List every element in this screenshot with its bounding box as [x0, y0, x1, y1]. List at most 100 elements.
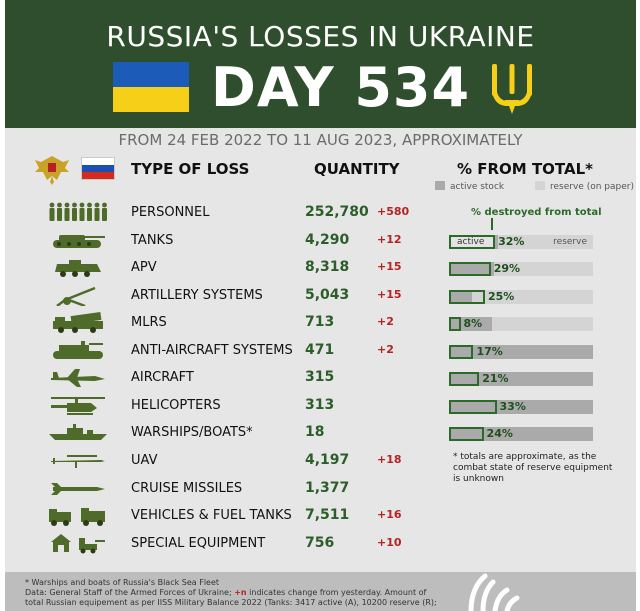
bar-active-label: active: [457, 237, 485, 247]
page-title: RUSSIA'S LOSSES IN UKRAINE: [106, 20, 535, 53]
percent-destroyed-label: 24%: [486, 427, 513, 440]
loss-row: HELICOPTERS 313 33%: [5, 394, 636, 418]
totals-footnote: * totals are approximate, as the combat …: [453, 452, 613, 484]
loss-row: VEHICLES & FUEL TANKS 7,511 +16: [5, 504, 636, 528]
legend-reserve: reserve (on paper): [535, 181, 634, 192]
loss-type-label: CRUISE MISSILES: [131, 481, 243, 496]
active-segment: [449, 290, 473, 304]
footer-line-2a: Data: General Staff of the Armed Forces …: [25, 588, 235, 597]
percent-bar: 29%: [449, 262, 593, 276]
quantity-heading: QUANTITY: [314, 160, 400, 178]
bar-reserve-label: reserve: [553, 237, 587, 247]
loss-type-label: ARTILLERY SYSTEMS: [131, 288, 263, 303]
warship-icon: [49, 424, 107, 440]
loss-row: SPECIAL EQUIPMENT 756 +10: [5, 532, 636, 556]
daily-change: +12: [377, 233, 402, 246]
percent-bar: active reserve 32%: [449, 235, 593, 249]
destroyed-marker: [449, 290, 485, 304]
percent-destroyed-label: 17%: [476, 345, 503, 358]
reserve-segment: [497, 235, 593, 249]
percent-destroyed-label: 32%: [498, 235, 525, 248]
percent-bar: 21%: [449, 372, 593, 386]
loss-type-label: PERSONNEL: [131, 205, 210, 220]
publisher-logo-icon: [468, 573, 520, 611]
daily-change: +2: [377, 343, 394, 356]
percent-bar: 24%: [449, 427, 593, 441]
loss-row: PERSONNEL 252,780 +580: [5, 201, 636, 225]
footer-line-2b: indicates change from yesterday. Amount …: [246, 588, 427, 597]
loss-quantity: 8,318: [305, 259, 350, 275]
loss-row: AIRCRAFT 315 21%: [5, 366, 636, 390]
active-segment: [449, 427, 593, 441]
soldiers-icon: [49, 202, 107, 221]
daily-change: +18: [377, 453, 402, 466]
active-segment: [449, 345, 593, 359]
daily-change: +2: [377, 315, 394, 328]
legend-reserve-label: reserve (on paper): [550, 182, 634, 192]
loss-quantity: 4,290: [305, 232, 350, 248]
loss-type-label: AIRCRAFT: [131, 370, 194, 385]
special-equipment-icon: [51, 534, 105, 554]
percent-destroyed-label: 8%: [463, 317, 483, 330]
loss-type-label: APV: [131, 260, 157, 275]
loss-quantity: 471: [305, 342, 335, 358]
footer-line-1: * Warships and boats of Russia's Black S…: [25, 578, 220, 587]
loss-row: ANTI-AIRCRAFT SYSTEMS 471 +2 17%: [5, 339, 636, 363]
anti-aircraft-icon: [53, 341, 103, 359]
reserve-segment: [472, 290, 593, 304]
loss-row: MLRS 713 +2 8%: [5, 311, 636, 335]
reserve-segment: [493, 262, 593, 276]
loss-type-label: MLRS: [131, 315, 167, 330]
loss-row: CRUISE MISSILES 1,377: [5, 477, 636, 501]
loss-quantity: 252,780: [305, 204, 369, 220]
day-counter: DAY 534: [211, 56, 471, 119]
percent-bar: 8%: [449, 317, 593, 331]
trident-icon: [492, 64, 532, 114]
percent-bar: 17%: [449, 345, 593, 359]
loss-type-label: WARSHIPS/BOATS*: [131, 425, 253, 440]
destroyed-marker: [449, 400, 497, 414]
uav-icon: [51, 455, 105, 468]
infographic: RUSSIA'S LOSSES IN UKRAINE DAY 534 FROM …: [5, 0, 636, 611]
loss-row: APV 8,318 +15 29%: [5, 256, 636, 280]
loss-quantity: 315: [305, 369, 335, 385]
destroyed-marker: [449, 427, 484, 441]
percent-destroyed-label: 21%: [482, 372, 509, 385]
loss-row: TANKS 4,290 +12 active reserve 32%: [5, 229, 636, 253]
legend-active-label: active stock: [450, 182, 505, 192]
destroyed-marker: [449, 262, 491, 276]
russian-army-emblem-icon: [35, 156, 69, 185]
loss-quantity: 1,377: [305, 480, 350, 496]
destroyed-marker: [449, 372, 480, 386]
loss-quantity: 18: [305, 424, 325, 440]
active-segment: [449, 262, 494, 276]
daily-change: +15: [377, 288, 402, 301]
helicopter-icon: [51, 397, 105, 415]
loss-quantity: 313: [305, 397, 335, 413]
destroyed-marker: [449, 235, 496, 249]
legend-reserve-swatch: [535, 181, 545, 190]
daily-change: +15: [377, 260, 402, 273]
loss-row: WARSHIPS/BOATS* 18 24%: [5, 421, 636, 445]
tank-icon: [53, 235, 105, 248]
percent-bar: 33%: [449, 400, 593, 414]
loss-type-label: SPECIAL EQUIPMENT: [131, 536, 266, 551]
destroyed-note: % destroyed from total: [471, 207, 602, 218]
active-segment: [449, 400, 593, 414]
legend-active-swatch: [435, 181, 445, 190]
loss-quantity: 5,043: [305, 287, 350, 303]
reserve-segment: [492, 317, 593, 331]
daily-change: +580: [377, 205, 410, 218]
loss-type-label: HELICOPTERS: [131, 398, 221, 413]
loss-type-label: VEHICLES & FUEL TANKS: [131, 508, 292, 523]
type-of-loss-heading: TYPE OF LOSS: [131, 160, 250, 178]
percent-destroyed-label: 33%: [499, 400, 526, 413]
trucks-icon: [49, 508, 105, 526]
footer-line-2: Data: General Staff of the Armed Forces …: [25, 588, 426, 597]
loss-type-label: ANTI-AIRCRAFT SYSTEMS: [131, 343, 293, 358]
cruise-missile-icon: [51, 483, 105, 495]
loss-type-label: TANKS: [131, 233, 174, 248]
artillery-icon: [56, 286, 96, 306]
loss-row: UAV 4,197 +18: [5, 449, 636, 473]
loss-quantity: 756: [305, 535, 335, 551]
